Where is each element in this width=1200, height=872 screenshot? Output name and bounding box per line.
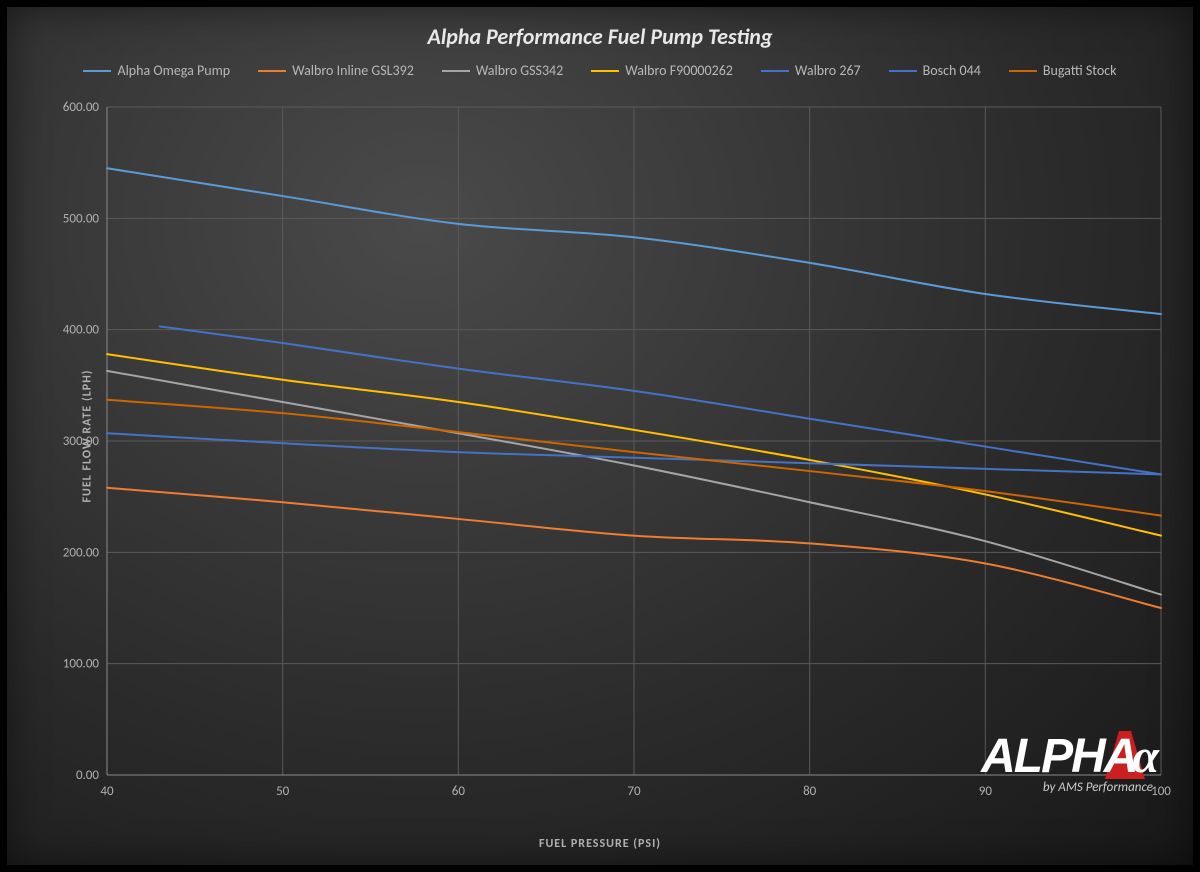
x-tick-label: 80: [803, 784, 817, 799]
legend-item: Walbro F90000262: [591, 62, 733, 79]
legend-label: Alpha Omega Pump: [117, 62, 230, 79]
y-tick-label: 200.00: [63, 545, 100, 560]
x-axis-title: FUEL PRESSURE (PSI): [7, 837, 1193, 851]
y-axis-title: FUEL FLOW RATE (LPH): [81, 369, 95, 502]
x-tick-label: 40: [100, 784, 114, 799]
legend: Alpha Omega Pump Walbro Inline GSL392 Walb…: [7, 62, 1193, 79]
y-tick-label: 600.00: [63, 100, 100, 115]
legend-label: Bugatti Stock: [1043, 62, 1117, 79]
x-tick-label: 70: [627, 784, 641, 799]
alpha-glyph-icon: α: [1132, 730, 1157, 783]
legend-swatch: [1009, 70, 1037, 72]
y-tick-label: 100.00: [63, 657, 100, 672]
legend-item: Bugatti Stock: [1009, 62, 1117, 79]
series-line: [160, 326, 1161, 474]
y-tick-label: 0.00: [76, 768, 99, 783]
y-tick-label: 500.00: [63, 211, 100, 226]
plot-area: 4050607080901000.00100.00200.00300.00400…: [55, 97, 1171, 815]
legend-item: Bosch 044: [889, 62, 981, 79]
y-tick-label: 400.00: [63, 323, 100, 338]
legend-label: Walbro F90000262: [625, 62, 733, 79]
legend-label: Bosch 044: [923, 62, 981, 79]
legend-item: Walbro 267: [761, 62, 861, 79]
x-tick-label: 50: [276, 784, 290, 799]
logo-main-text: ALPHAα: [981, 735, 1157, 778]
legend-label: Walbro 267: [795, 62, 861, 79]
legend-item: Walbro GSS342: [442, 62, 563, 79]
x-tick-label: 60: [452, 784, 466, 799]
legend-swatch: [258, 70, 286, 72]
logo-alpha-word: ALPHA: [981, 730, 1136, 783]
chart-frame: Alpha Performance Fuel Pump Testing Alph…: [6, 6, 1194, 866]
legend-label: Walbro GSS342: [476, 62, 563, 79]
legend-item: Walbro Inline GSL392: [258, 62, 414, 79]
legend-swatch: [761, 70, 789, 72]
chart-title: Alpha Performance Fuel Pump Testing: [7, 23, 1193, 50]
legend-swatch: [442, 70, 470, 72]
legend-swatch: [591, 70, 619, 72]
brand-logo: ALPHAα by AMS Performance: [981, 735, 1157, 795]
legend-swatch: [83, 70, 111, 72]
legend-item: Alpha Omega Pump: [83, 62, 230, 79]
plot-svg: 4050607080901000.00100.00200.00300.00400…: [55, 97, 1171, 815]
legend-label: Walbro Inline GSL392: [292, 62, 414, 79]
legend-swatch: [889, 70, 917, 72]
